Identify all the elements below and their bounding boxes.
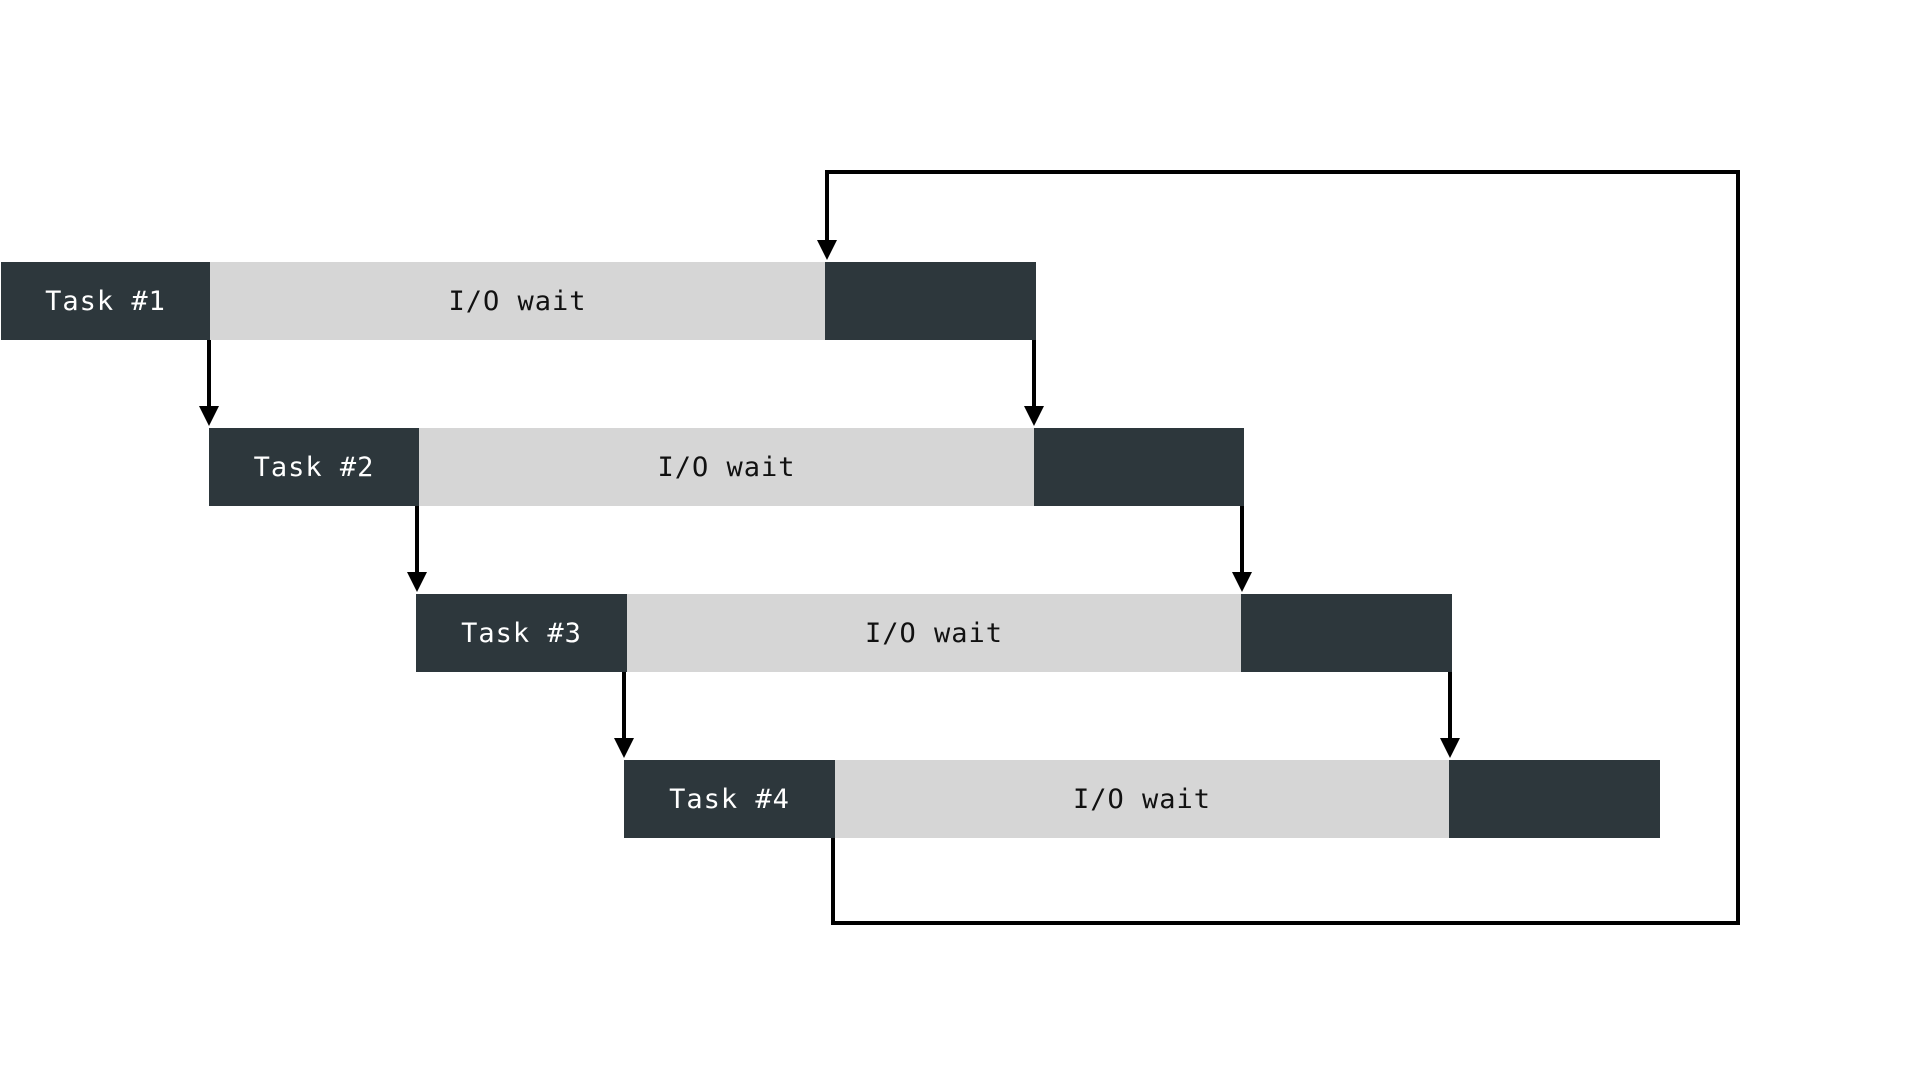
arrow-task3-resume-to-task4-resume [1440, 672, 1460, 758]
task-1-io-wait-block: I/O wait [210, 262, 825, 340]
task-3-io-wait-block: I/O wait [627, 594, 1241, 672]
task-2-resume-block [1034, 428, 1244, 506]
task-2-start-block: Task #2 [209, 428, 419, 506]
arrow-task2-to-task3 [407, 506, 427, 592]
task-3-start-block: Task #3 [416, 594, 627, 672]
task-4-io-wait-block: I/O wait [835, 760, 1449, 838]
arrow-task2-resume-to-task3-resume [1232, 506, 1252, 592]
task-3-resume-block [1241, 594, 1452, 672]
task-4-resume-block [1449, 760, 1660, 838]
task-2-io-wait-block: I/O wait [419, 428, 1034, 506]
arrow-task1-resume-to-task2-resume [1024, 340, 1044, 426]
arrow-task1-to-task2 [199, 340, 219, 426]
task-4-start-block: Task #4 [624, 760, 835, 838]
arrow-task3-to-task4 [614, 672, 634, 758]
task-1-start-block: Task #1 [1, 262, 210, 340]
task-1-resume-block [825, 262, 1036, 340]
